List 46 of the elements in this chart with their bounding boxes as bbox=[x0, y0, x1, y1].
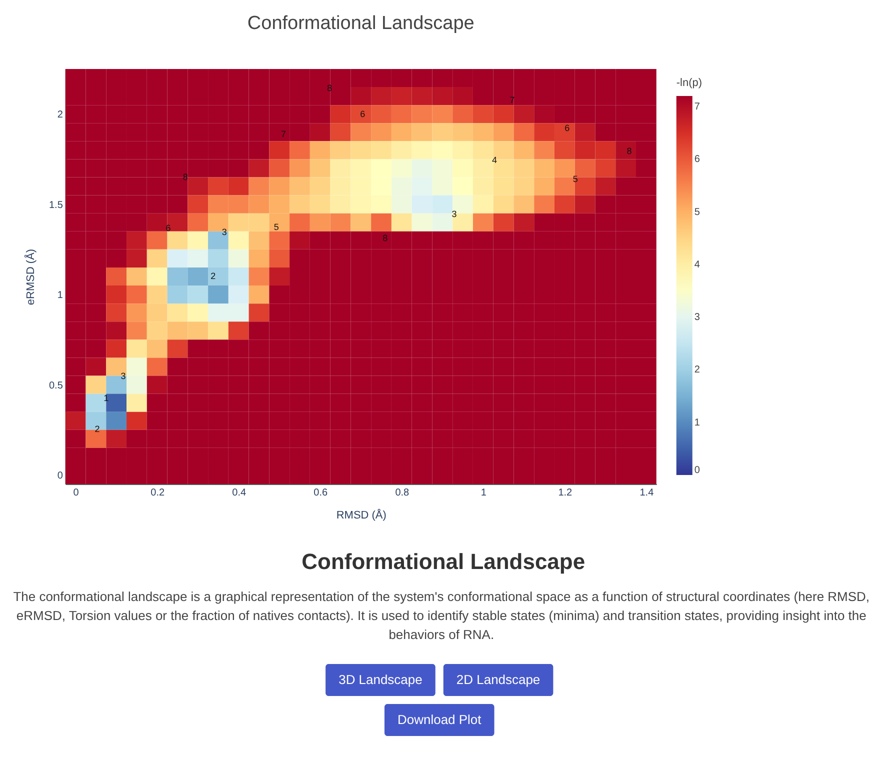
x-tick-label: 0 bbox=[73, 488, 80, 498]
y-tick-label: 1.5 bbox=[48, 200, 64, 211]
annotation: 8 bbox=[182, 172, 188, 182]
x-tick-label: 1 bbox=[480, 488, 487, 498]
annotation: 7 bbox=[510, 95, 515, 106]
y-axis-title: eRMSD (Å) bbox=[24, 248, 37, 306]
text: Conformational Landscape bbox=[302, 549, 586, 574]
annotation: 3 bbox=[452, 208, 457, 219]
color-bar-label: 0 bbox=[694, 465, 700, 476]
color-bar-label: 2 bbox=[694, 364, 700, 376]
annotation: 5 bbox=[572, 174, 578, 184]
annotation: 6 bbox=[360, 108, 366, 119]
annotation: 2 bbox=[210, 271, 216, 282]
text: 2D Landscape bbox=[456, 672, 540, 687]
x-tick-label: 0.4 bbox=[232, 488, 246, 498]
color-bar-label: 1 bbox=[694, 417, 700, 428]
annotation: 8 bbox=[626, 146, 632, 156]
annotation: 1 bbox=[104, 393, 109, 404]
annotation: 5 bbox=[274, 222, 279, 232]
y-tick-label: 0 bbox=[57, 470, 64, 482]
x-tick-label: 0.8 bbox=[395, 488, 410, 498]
x-tick-label: 0.6 bbox=[314, 488, 328, 498]
y-tick-label: 0.5 bbox=[48, 380, 64, 392]
x-tick-label: 1.2 bbox=[558, 488, 573, 498]
color-bar-title: -ln(p) bbox=[676, 77, 702, 90]
annotation: 6 bbox=[564, 122, 570, 133]
x-tick-label: 0.2 bbox=[150, 488, 165, 498]
text: Download Plot bbox=[398, 712, 482, 727]
annotation: 7 bbox=[280, 129, 286, 140]
y-tick-label: 2 bbox=[57, 110, 64, 121]
annotation: 6 bbox=[166, 222, 171, 233]
color-bar-label: 4 bbox=[694, 259, 700, 270]
text: 3D Landscape bbox=[338, 672, 422, 687]
color-bar-label: 7 bbox=[694, 102, 700, 113]
annotation: 8 bbox=[382, 232, 388, 243]
color-bar-label: 6 bbox=[694, 154, 700, 166]
annotation: 8 bbox=[327, 83, 332, 94]
annotation: 3 bbox=[120, 371, 126, 382]
x-tick-label: 1.4 bbox=[640, 488, 654, 498]
annotation: 4 bbox=[492, 154, 497, 165]
color-bar-label: 5 bbox=[694, 206, 700, 218]
color-bar-label: 3 bbox=[694, 312, 700, 324]
x-axis-title: RMSD (Å) bbox=[336, 508, 386, 522]
y-tick-label: 1 bbox=[57, 290, 64, 302]
text: The conformational landscape is a graphical representation of the system's conformational space as a function of structural coordinates (here RMSD, eRMSD, Torsion values or the fraction of natives contacts). It is used to identify stable states (minima) and transition states, providing insight into the behaviors of RNA. bbox=[13, 589, 870, 642]
chart-title: Conformational Landscape bbox=[247, 13, 474, 34]
